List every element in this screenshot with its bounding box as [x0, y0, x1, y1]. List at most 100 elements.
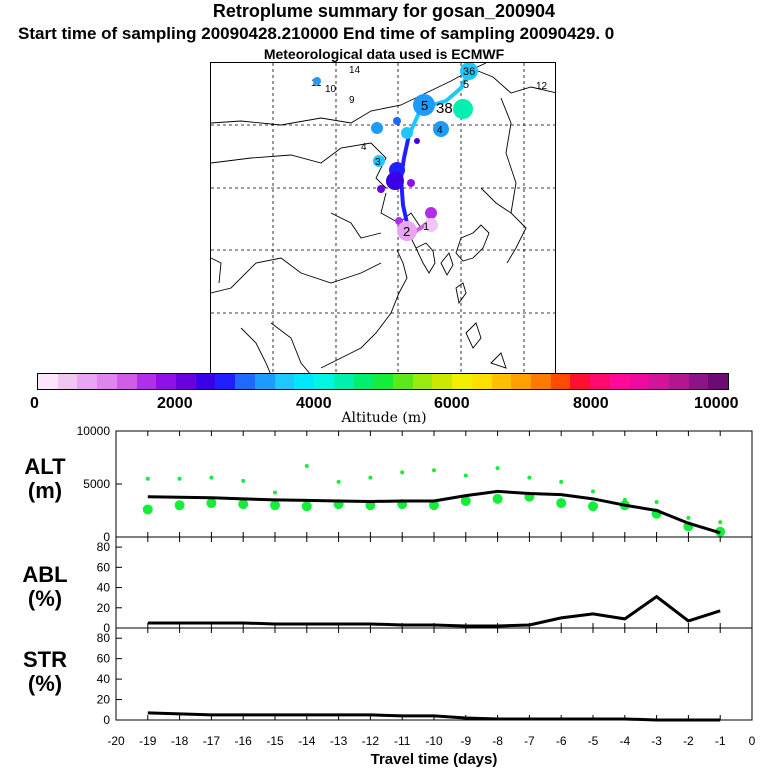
map-marker [373, 155, 385, 167]
x-axis-title: Travel time (days) [371, 751, 498, 768]
y-tick-label: 40 [97, 581, 111, 595]
plume-point [301, 501, 312, 512]
colorbar-segment [373, 374, 393, 389]
x-tick-label: 0 [749, 734, 756, 748]
x-tick-label: -10 [425, 734, 443, 748]
colorbar-tick: 2000 [157, 395, 193, 412]
x-tick-label: -13 [330, 734, 348, 748]
plot-frame [115, 627, 753, 721]
altitude-colorbar [37, 373, 729, 390]
plume-point [588, 501, 598, 512]
map-marker-label: 2 [403, 224, 410, 239]
map-marker [313, 77, 321, 85]
plume-point [368, 475, 373, 480]
plume-point [495, 466, 500, 471]
colorbar-tick: 10000 [694, 395, 739, 412]
y-tick-label: 60 [97, 652, 111, 666]
y-tick-label: 80 [97, 631, 111, 645]
colorbar-segment [57, 374, 78, 389]
alt-panel-label: ALT (m) [0, 455, 90, 503]
y-tick-label: 5000 [83, 477, 110, 491]
colorbar-segment [353, 374, 374, 389]
colorbar-segment [294, 374, 315, 389]
colorbar-segment [471, 374, 492, 389]
map-marker [407, 179, 415, 187]
y-tick-label: 0 [103, 713, 110, 727]
map-grid [211, 63, 555, 373]
plume-point [145, 476, 150, 481]
colorbar-segment [649, 374, 669, 389]
map-marker-label: 5 [421, 98, 428, 113]
plume-point [429, 500, 439, 511]
map-panel: 36 5 12 5 38 4 3 4 9 10 11 14 [210, 62, 556, 374]
series-line [147, 489, 721, 535]
colorbar-segment [116, 374, 137, 389]
colorbar-tick: 8000 [573, 395, 609, 412]
colorbar-segment [77, 374, 98, 389]
x-tick-label: -8 [492, 734, 503, 748]
colorbar-segment [97, 374, 117, 389]
colorbar-segment [688, 374, 709, 389]
map-marker-label: 3 [375, 157, 381, 168]
plume-point [209, 475, 214, 480]
map-marker-label: 4 [437, 125, 443, 136]
colorbar-segment [708, 374, 729, 389]
x-tick-label: -12 [362, 734, 380, 748]
map-marker [425, 207, 437, 219]
map-marker [460, 63, 478, 80]
plot-title: Retroplume summary for gosan_200904 [212, 1, 556, 21]
x-tick-label: -20 [107, 734, 125, 748]
plume-point [718, 520, 723, 525]
plume-point [241, 478, 246, 483]
y-tick-label: 60 [97, 560, 111, 574]
map-marker [424, 218, 438, 232]
plume-point [273, 490, 277, 495]
map-marker [397, 221, 417, 241]
x-tick-label: -11 [394, 734, 411, 748]
plume-point [432, 468, 436, 473]
y-tick-label: 20 [97, 601, 111, 615]
map-marker [401, 127, 413, 139]
y-tick-label: 20 [97, 693, 111, 707]
plume-point [270, 500, 280, 511]
plume-point [463, 473, 468, 478]
map-marker [393, 117, 401, 125]
plume-point [142, 504, 153, 515]
colorbar-segment [590, 374, 610, 389]
y-tick-label: 80 [97, 540, 111, 554]
x-tick-label: -14 [298, 734, 316, 748]
map-marker-label: 5 [463, 79, 469, 91]
plume-point [591, 489, 595, 494]
plot-frame [115, 430, 753, 538]
map-markers: 36 5 12 5 38 4 3 4 9 10 11 14 [311, 63, 548, 241]
map-marker-label: 4 [361, 142, 367, 153]
plume-point [527, 475, 532, 480]
colorbar-segment [669, 374, 689, 389]
x-tick-label: -16 [235, 734, 253, 748]
map-marker-label: 14 [349, 65, 361, 76]
x-tick-label: -3 [651, 734, 662, 748]
colorbar-segment [511, 374, 531, 389]
map-svg: 36 5 12 5 38 4 3 4 9 10 11 14 [211, 63, 555, 373]
str-panel-label: STR (%) [0, 648, 90, 696]
x-tick-label: -5 [588, 734, 599, 748]
plume-point [400, 470, 405, 475]
plot-frame [115, 536, 753, 629]
map-marker-label: 38 [436, 100, 453, 117]
colorbar-segment [392, 374, 413, 389]
map-marker-label: 9 [349, 95, 355, 106]
x-tick-label: -9 [460, 734, 471, 748]
series-line [147, 711, 721, 722]
colorbar-segment [333, 374, 354, 389]
coastlines [211, 63, 555, 373]
y-tick-label: 0 [103, 530, 110, 544]
str-label-text: STR (%) [23, 647, 67, 696]
colorbar-segment [195, 374, 216, 389]
colorbar-tick: 4000 [296, 395, 332, 412]
colorbar-segment [550, 374, 571, 389]
map-marker [433, 121, 449, 137]
map-marker [386, 172, 404, 190]
plume-point [654, 500, 659, 505]
colorbar-segment [254, 374, 275, 389]
